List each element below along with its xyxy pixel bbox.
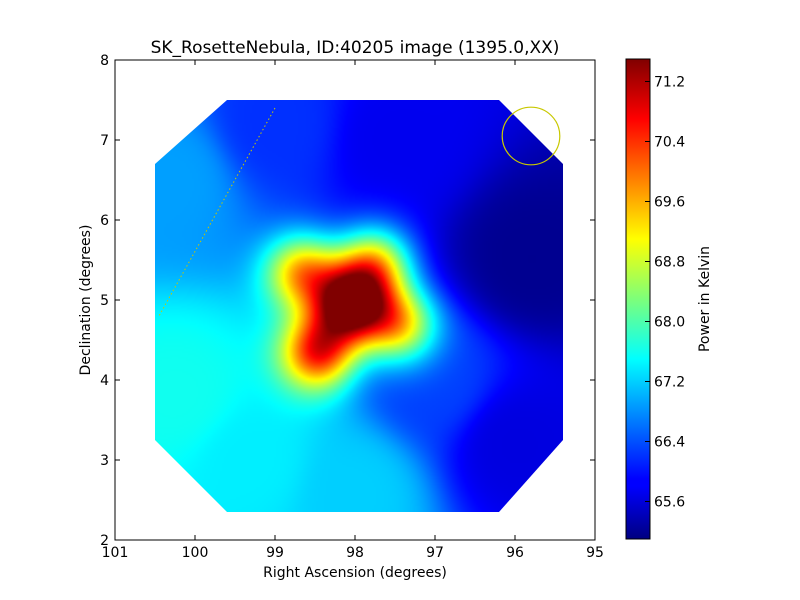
- colorbar-tick-label: 68.8: [654, 255, 685, 271]
- y-tick-label: 4: [100, 373, 109, 389]
- colorbar-ticks: 65.6 66.4 67.2 68.0 68.8 69.6 70.4 71.2: [645, 75, 685, 511]
- chart-title: SK_RosetteNebula, ID:40205 image (1395.0…: [151, 38, 560, 58]
- x-tick-label: 101: [102, 545, 129, 561]
- colorbar-tick-label: 65.6: [654, 495, 685, 511]
- colorbar-tick-label: 68.0: [654, 315, 685, 331]
- colorbar-tick-label: 66.4: [654, 435, 685, 451]
- x-tick-label: 100: [182, 545, 209, 561]
- y-tick-label: 5: [100, 293, 109, 309]
- y-tick-label: 6: [100, 213, 109, 229]
- y-tick-label: 8: [100, 53, 109, 69]
- x-tick-label: 99: [266, 545, 284, 561]
- colorbar-label: Power in Kelvin: [697, 246, 713, 352]
- x-tick-label: 95: [586, 545, 604, 561]
- y-axis: 2 3 4 5 6 7 8: [100, 53, 595, 549]
- y-tick-label: 3: [100, 453, 109, 469]
- colorbar-tick-label: 71.2: [654, 75, 685, 91]
- x-axis: 101 100 99 98 97 96 95: [102, 60, 604, 561]
- beam-circle: [501, 106, 561, 166]
- colorbar-tick-label: 69.6: [654, 195, 685, 211]
- y-axis-label: Declination (degrees): [78, 225, 94, 376]
- colorbar-tick-label: 67.2: [654, 375, 685, 391]
- x-axis-label: Right Ascension (degrees): [263, 565, 447, 581]
- colorbar-gradient: [625, 58, 651, 540]
- plot-area: [114, 59, 596, 541]
- colorbar-tick-label: 70.4: [654, 135, 685, 151]
- y-tick-label: 2: [100, 533, 109, 549]
- x-tick-label: 98: [346, 545, 364, 561]
- x-tick-label: 97: [426, 545, 444, 561]
- heatmap-image: [155, 100, 563, 512]
- x-tick-label: 96: [506, 545, 524, 561]
- colorbar: 65.6 66.4 67.2 68.0 68.8 69.6 70.4 71.2 Power i…: [625, 58, 713, 540]
- y-tick-label: 7: [100, 133, 109, 149]
